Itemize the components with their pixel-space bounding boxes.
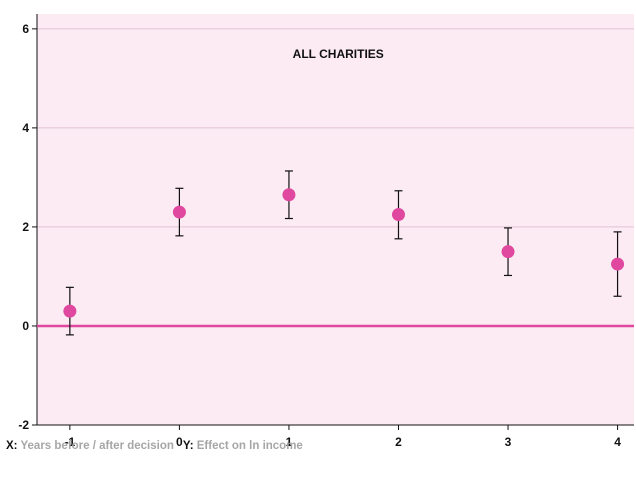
plot-background bbox=[37, 14, 634, 425]
x-tick-label-3: 2 bbox=[395, 435, 402, 449]
y-caption-key: Y: bbox=[182, 440, 194, 452]
x-caption-key: X: bbox=[6, 440, 18, 452]
y-axis-label: Effect on ln income bbox=[196, 440, 303, 452]
x-tick-label-2: 1 bbox=[286, 435, 293, 449]
axis-caption: X: Years before / after decision Y: Effe… bbox=[6, 440, 309, 452]
x-tick-label-0: -1 bbox=[65, 435, 76, 449]
x-tick-label-1: 0 bbox=[176, 435, 183, 449]
data-point-5 bbox=[611, 257, 625, 271]
data-point-2 bbox=[282, 188, 296, 202]
y-tick-label-3: 4 bbox=[22, 121, 29, 135]
gridlines bbox=[37, 28, 634, 228]
y-tick-labels: -2 0 2 4 6 bbox=[18, 22, 37, 432]
y-tick-label-4: 6 bbox=[22, 22, 29, 36]
data-point-3 bbox=[391, 208, 405, 222]
y-tick-label-2: 2 bbox=[22, 220, 29, 234]
data-point-1 bbox=[172, 205, 186, 219]
chart-title: ALL CHARITIES bbox=[293, 47, 384, 61]
y-tick-label-1: 0 bbox=[22, 319, 29, 333]
data-point-0 bbox=[63, 304, 77, 318]
data-points bbox=[63, 188, 625, 318]
x-tick-label-4: 3 bbox=[505, 435, 512, 449]
axes bbox=[36, 14, 634, 426]
x-axis-label: Years before / after decision bbox=[20, 440, 174, 452]
x-tick-label-5: 4 bbox=[614, 435, 621, 449]
x-tick-labels: -1 0 1 2 3 4 bbox=[65, 425, 621, 449]
y-tick-label-0: -2 bbox=[18, 418, 29, 432]
data-point-4 bbox=[501, 245, 515, 259]
